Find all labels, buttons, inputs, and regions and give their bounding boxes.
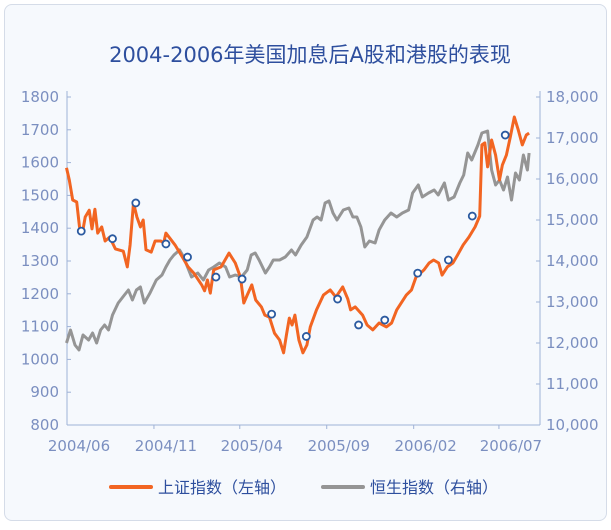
rate-hike-marker — [301, 332, 311, 341]
x-axis-tick-label: 2006/02 — [395, 437, 457, 455]
left-axis-tick-label: 1800 — [21, 88, 59, 106]
left-axis-tick-label: 1300 — [21, 252, 59, 270]
chart-title: 2004-2006年美国加息后A股和港股的表现 — [109, 43, 511, 67]
rate-hike-marker — [467, 211, 477, 221]
right-axis-tick-label: 12,000 — [546, 334, 599, 352]
rate-hike-marker — [108, 234, 117, 244]
series-line-hsi — [65, 129, 531, 352]
rate-hike-marker — [354, 320, 363, 330]
legend-label-sse: 上证指数（左轴） — [158, 478, 286, 497]
left-axis-tick-label: 800 — [30, 416, 59, 434]
x-axis-tick-label: 2004/06 — [48, 437, 110, 455]
left-axis-tick-label: 1400 — [21, 219, 59, 237]
rate-hike-marker — [333, 294, 342, 304]
legend: 上证指数（左轴） 恒生指数（右轴） — [109, 478, 498, 497]
right-axis-tick-label: 13,000 — [546, 293, 599, 311]
left-axis-tick-label: 1500 — [21, 186, 59, 204]
rate-hike-marker — [237, 274, 247, 284]
right-axis-tick-label: 14,000 — [546, 252, 599, 270]
x-axis-tick-label: 2006/07 — [480, 437, 542, 455]
rate-hike-marker — [211, 272, 221, 282]
left-axis-tick-label: 900 — [30, 383, 59, 401]
rate-hike-marker — [443, 255, 453, 265]
rate-hike-marker — [267, 309, 277, 319]
left-axis-tick-label: 1600 — [21, 154, 59, 172]
right-axis-tick-label: 17,000 — [546, 129, 599, 147]
left-axis-tick-label: 1200 — [21, 285, 59, 303]
chart: 2004-2006年美国加息后A股和港股的表现 800 900 1000 1100 12… — [21, 43, 599, 497]
rate-hike-marker — [76, 226, 86, 236]
left-axis-tick-label: 1100 — [21, 318, 59, 336]
left-axis-tick-label: 1700 — [21, 121, 59, 139]
right-axis-tick-label: 18,000 — [546, 88, 599, 106]
x-axis-tick-label: 2004/11 — [135, 437, 197, 455]
rate-hike-marker — [161, 239, 171, 249]
rate-hike-marker — [413, 268, 423, 278]
right-axis-tick-label: 10,000 — [546, 416, 599, 434]
right-axis-tick-label: 16,000 — [546, 170, 599, 188]
rate-hike-marker — [380, 315, 390, 325]
right-axis-tick-label: 11,000 — [546, 375, 599, 393]
chart-card: 2004-2006年美国加息后A股和港股的表现 800 900 1000 1100 12… — [4, 4, 607, 521]
rate-hike-marker — [500, 130, 510, 140]
x-axis-tick-label: 2005/04 — [221, 437, 283, 455]
legend-label-hsi: 恒生指数（右轴） — [370, 478, 498, 497]
series-line-sse — [65, 115, 530, 355]
rate-hike-marker — [183, 252, 192, 262]
rate-hike-marker — [131, 198, 141, 208]
x-axis-tick-label: 2005/09 — [308, 437, 370, 455]
right-axis-tick-label: 15,000 — [546, 211, 599, 229]
left-axis-tick-label: 1000 — [21, 350, 59, 368]
